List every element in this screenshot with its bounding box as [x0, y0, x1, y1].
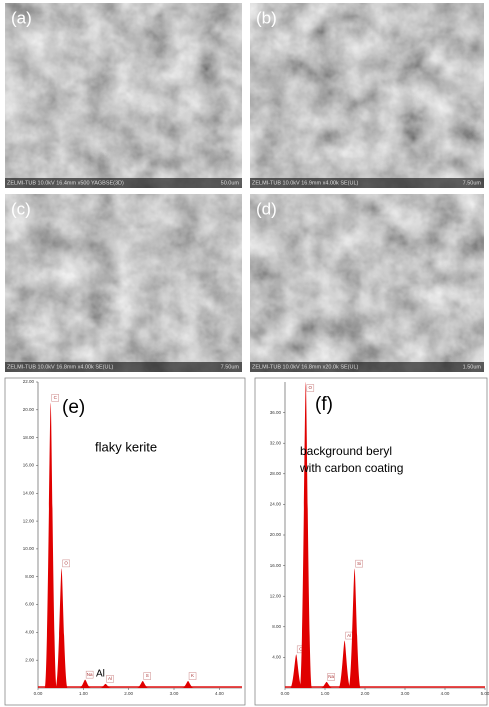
- panel-label: (c): [11, 199, 31, 218]
- y-tick-label: 20.00: [270, 532, 282, 537]
- scale-label: 7.50um: [463, 180, 482, 186]
- annotation: with carbon coating: [299, 461, 403, 475]
- peak-label: Na: [328, 674, 334, 679]
- sem-caption: ZELMI-TUB 10.0kV 16.4mm x500 YAGBSE(3D): [7, 180, 124, 186]
- peak-label: Al: [108, 676, 112, 681]
- y-tick-label: 20.00: [23, 407, 35, 412]
- x-tick-label: 4.00: [441, 691, 450, 696]
- peak-label: S: [146, 673, 149, 678]
- y-tick-label: 14.00: [23, 490, 35, 495]
- y-tick-label: 6.00: [25, 602, 34, 607]
- x-tick-label: 4.00: [215, 691, 224, 696]
- y-tick-label: 4.00: [272, 655, 281, 660]
- sem-texture: [250, 194, 484, 372]
- sem-texture: [5, 194, 242, 372]
- x-tick-label: 3.00: [401, 691, 410, 696]
- panel-label: (f): [315, 394, 333, 415]
- panel-label: (a): [11, 8, 32, 27]
- x-tick-label: 5.00: [481, 691, 489, 696]
- x-tick-label: 1.00: [321, 691, 330, 696]
- annotation: flaky kerite: [95, 439, 157, 454]
- sem-caption: ZELMI-TUB 10.0kV 16.9mm x4.00k SE(UL): [252, 180, 359, 186]
- y-tick-label: 24.00: [270, 502, 282, 507]
- y-tick-label: 4.00: [25, 630, 34, 635]
- peak-label: O: [309, 385, 313, 390]
- peak-label: Na: [87, 672, 93, 677]
- y-tick-label: 16.00: [23, 463, 35, 468]
- y-tick-label: 12.00: [270, 593, 282, 598]
- panel-label: (b): [256, 8, 277, 27]
- spectrum-frame: [255, 378, 487, 705]
- annotation: background beryl: [300, 444, 392, 458]
- y-tick-label: 12.00: [23, 518, 35, 523]
- scale-label: 7.50um: [221, 364, 240, 370]
- x-tick-label: 0.00: [281, 691, 290, 696]
- x-tick-label: 2.00: [124, 691, 133, 696]
- y-tick-label: 18.00: [23, 435, 35, 440]
- x-tick-label: 3.00: [170, 691, 179, 696]
- x-tick-label: 0.00: [34, 691, 43, 696]
- y-tick-label: 28.00: [270, 471, 282, 476]
- spectrum-frame: [5, 378, 245, 705]
- scale-label: 50.0um: [221, 180, 240, 186]
- y-tick-label: 2.00: [25, 657, 34, 662]
- y-tick-label: 32.00: [270, 440, 282, 445]
- y-tick-label: 8.00: [25, 574, 34, 579]
- peak-label: O: [64, 561, 68, 566]
- y-tick-label: 22.00: [23, 379, 35, 384]
- background-noise: [285, 686, 485, 688]
- x-tick-label: 1.00: [79, 691, 88, 696]
- peak-label: K: [191, 673, 194, 678]
- peak-label: Si: [357, 561, 361, 566]
- sem-texture: [5, 3, 242, 188]
- x-tick-label: 2.00: [361, 691, 370, 696]
- sem-texture: [250, 3, 484, 188]
- sem-caption: ZELMI-TUB 10.0kV 16.8mm x4.00k SE(UL): [7, 364, 114, 370]
- panel-label: (d): [256, 199, 277, 218]
- annotation: Al: [96, 669, 105, 680]
- y-tick-label: 16.00: [270, 563, 282, 568]
- figure: (a) ZELMI-TUB 10.0kV 16.4mm x500 YAGBSE(3…: [0, 0, 489, 707]
- peak-label: Al: [347, 633, 351, 638]
- y-tick-label: 36.00: [270, 410, 282, 415]
- panel-label: (e): [62, 397, 85, 418]
- scale-label: 1.50um: [463, 364, 482, 370]
- y-tick-label: 8.00: [272, 624, 281, 629]
- y-tick-label: 10.00: [23, 546, 35, 551]
- sem-caption: ZELMI-TUB 10.0kV 16.8mm x20.0k SE(UL): [252, 364, 359, 370]
